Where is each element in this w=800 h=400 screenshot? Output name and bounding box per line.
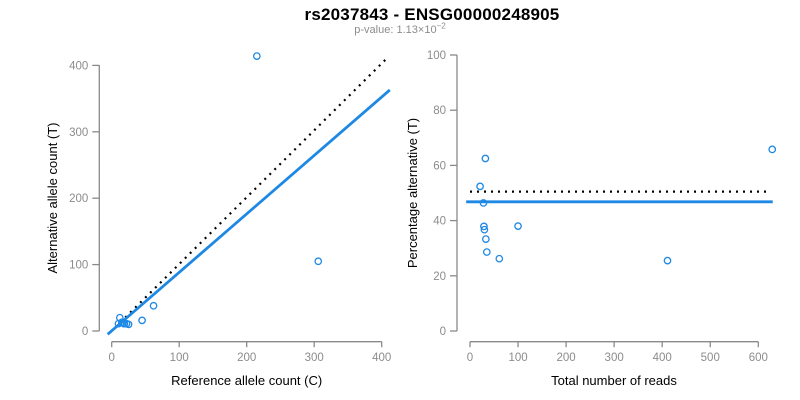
y-tick-label: 100 xyxy=(69,260,88,272)
x-tick-label: 0 xyxy=(467,352,473,364)
x-tick-label: 400 xyxy=(372,352,391,364)
x-tick-label: 0 xyxy=(108,352,114,364)
identity-line xyxy=(109,55,390,334)
y-axis-title: Percentage alternative (T) xyxy=(405,118,420,268)
y-tick-label: 100 xyxy=(427,50,446,62)
x-tick-label: 300 xyxy=(305,352,324,364)
y-tick-label: 0 xyxy=(82,326,88,338)
data-point xyxy=(481,154,490,163)
data-point xyxy=(138,316,146,325)
data-point xyxy=(479,199,488,207)
x-axis-title: Reference allele count (C) xyxy=(171,373,322,388)
data-point xyxy=(482,235,490,243)
x-tick-label: 600 xyxy=(749,352,768,364)
data-point xyxy=(480,222,488,231)
y-tick-label: 60 xyxy=(433,160,446,172)
data-point xyxy=(252,52,261,60)
x-tick-label: 200 xyxy=(237,352,256,364)
x-tick-label: 300 xyxy=(605,352,624,364)
y-tick-label: 20 xyxy=(433,271,446,283)
data-point xyxy=(514,222,522,230)
data-point xyxy=(495,254,504,263)
x-tick-label: 500 xyxy=(701,352,720,364)
x-tick-label: 200 xyxy=(557,352,576,364)
y-axis-title: Alternative allele count (T) xyxy=(45,122,60,273)
y-tick-label: 200 xyxy=(69,193,88,205)
y-tick-label: 0 xyxy=(440,326,446,338)
y-tick-label: 40 xyxy=(433,216,446,228)
y-tick-label: 80 xyxy=(433,105,446,117)
fit-line xyxy=(106,88,391,336)
x-tick-label: 100 xyxy=(508,352,527,364)
data-point xyxy=(482,248,491,256)
x-axis-title: Total number of reads xyxy=(551,373,677,388)
data-point xyxy=(115,313,124,322)
data-point xyxy=(663,256,672,265)
y-tick-label: 400 xyxy=(69,60,88,72)
data-point xyxy=(480,225,489,234)
x-tick-label: 100 xyxy=(170,352,189,364)
data-point xyxy=(149,301,158,310)
x-tick-label: 400 xyxy=(653,352,672,364)
data-point xyxy=(476,182,484,191)
y-tick-label: 300 xyxy=(69,127,88,139)
data-point xyxy=(124,320,133,329)
data-point xyxy=(314,257,323,266)
data-point xyxy=(768,145,777,154)
